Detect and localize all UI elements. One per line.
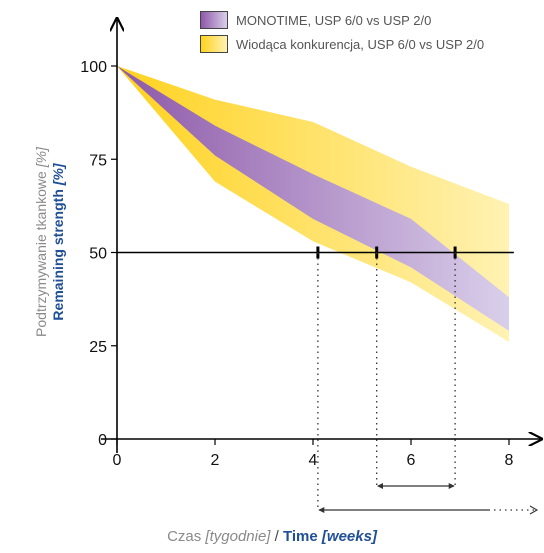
y-axis-label-en: Remaining strength [%] xyxy=(50,163,66,321)
legend: MONOTIME, USP 6/0 vs USP 2/0 Wiodąca kon… xyxy=(200,8,484,56)
x-tick-label-4: 4 xyxy=(309,452,318,469)
legend-label-monotime: MONOTIME, USP 6/0 vs USP 2/0 xyxy=(236,12,432,28)
legend-swatch-competitor xyxy=(200,35,228,53)
y-tick-label-25: 25 xyxy=(89,339,107,356)
y-axis-label-pl: Podtrzymywanie tkankowe [%] xyxy=(33,147,49,337)
x-tick-label-2: 2 xyxy=(211,452,220,469)
y-tick-label-75: 75 xyxy=(89,152,107,169)
y-axis-label: Podtrzymywanie tkankowe [%] Remaining st… xyxy=(20,92,80,392)
y-tick-label-100: 100 xyxy=(80,59,107,76)
range-arrow-competitor-head xyxy=(529,505,539,515)
y-tick-label-0: 0 xyxy=(98,432,107,449)
legend-item-monotime: MONOTIME, USP 6/0 vs USP 2/0 xyxy=(200,8,484,32)
band-monotime xyxy=(117,66,509,331)
legend-label-competitor: Wiodąca konkurencja, USP 6/0 vs USP 2/0 xyxy=(236,36,485,52)
legend-swatch-monotime xyxy=(200,11,228,29)
x-tick-label-6: 6 xyxy=(407,452,416,469)
legend-item-competitor: Wiodąca konkurencja, USP 6/0 vs USP 2/0 xyxy=(200,32,484,56)
x-tick-label-0: 0 xyxy=(113,452,122,469)
y-tick-label-50: 50 xyxy=(89,246,107,263)
x-tick-label-8: 8 xyxy=(505,452,514,469)
x-axis-label: Czas [tygodnie] / Time [weeks] xyxy=(167,528,377,545)
